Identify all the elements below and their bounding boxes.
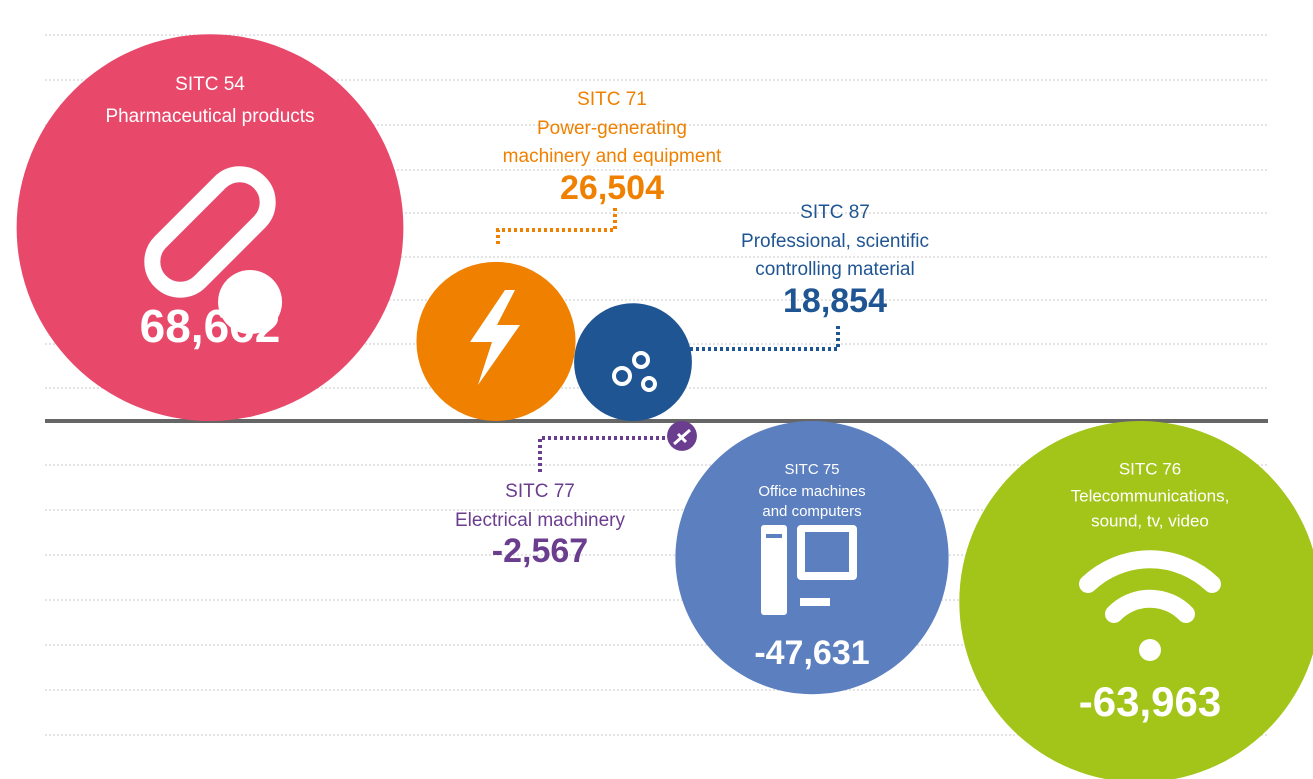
bubble-name: Power-generating xyxy=(537,118,687,139)
bubble-code: SITC 71 xyxy=(577,89,647,110)
bubble-name: machinery and equipment xyxy=(503,146,722,167)
bubble-name: Office machines xyxy=(758,483,865,500)
bubble-name: controlling material xyxy=(755,259,914,280)
bubble-name: and computers xyxy=(762,503,861,520)
bubble-name: Pharmaceutical products xyxy=(105,106,314,127)
value-label: 26,504 xyxy=(560,169,664,207)
bubble xyxy=(16,34,404,421)
connectors xyxy=(496,208,840,472)
bubble-name: Telecommunications, xyxy=(1071,486,1230,505)
bubble-code: SITC 76 xyxy=(1119,459,1181,478)
value-label: -47,631 xyxy=(754,634,869,672)
bubble-code: SITC 54 xyxy=(175,74,245,95)
labels: SITC 54 Pharmaceutical products 68,662 SITC… xyxy=(105,74,1229,725)
bubble-name: sound, tv, video xyxy=(1091,511,1209,530)
value-label: -63,963 xyxy=(1079,678,1221,725)
bubble-code: SITC 75 xyxy=(784,461,839,478)
value-label: -2,567 xyxy=(492,532,588,570)
bubble-name: Professional, scientific xyxy=(741,231,929,252)
value-label: 68,662 xyxy=(140,300,281,352)
bubble-name: Electrical machinery xyxy=(455,510,625,531)
value-label: 18,854 xyxy=(783,282,887,320)
icons xyxy=(144,166,1221,661)
bubble-code: SITC 87 xyxy=(800,202,870,223)
bubbles xyxy=(16,34,1313,779)
bubble-code: SITC 77 xyxy=(505,481,575,502)
